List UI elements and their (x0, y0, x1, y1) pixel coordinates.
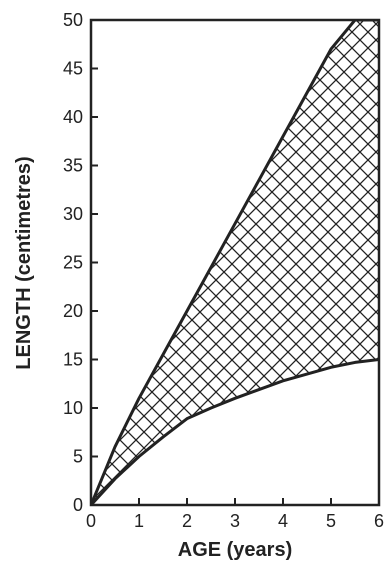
upper-boundary-line (91, 20, 379, 505)
x-tick-label: 3 (230, 511, 240, 531)
y-tick-label: 35 (63, 156, 83, 176)
y-tick-label: 25 (63, 253, 83, 273)
y-axis-title: LENGTH (centimetres) (13, 156, 35, 369)
x-tick-label: 1 (134, 511, 144, 531)
lower-boundary-line (91, 358, 379, 505)
y-tick-label: 5 (73, 447, 83, 467)
y-tick-label: 15 (63, 350, 83, 370)
y-tick-label: 30 (63, 204, 83, 224)
y-tick-label: 0 (73, 495, 83, 515)
y-tick-label: 40 (63, 107, 83, 127)
x-tick-label: 2 (182, 511, 192, 531)
x-tick-label: 5 (326, 511, 336, 531)
range-band (91, 20, 379, 505)
x-axis-title: AGE (years) (178, 539, 293, 561)
x-tick-label: 4 (278, 511, 288, 531)
x-tick-label: 0 (86, 511, 96, 531)
y-tick-label: 45 (63, 59, 83, 79)
x-tick-label: 6 (374, 511, 384, 531)
y-tick-label: 10 (63, 398, 83, 418)
y-tick-label: 50 (63, 10, 83, 30)
y-tick-label: 20 (63, 301, 83, 321)
